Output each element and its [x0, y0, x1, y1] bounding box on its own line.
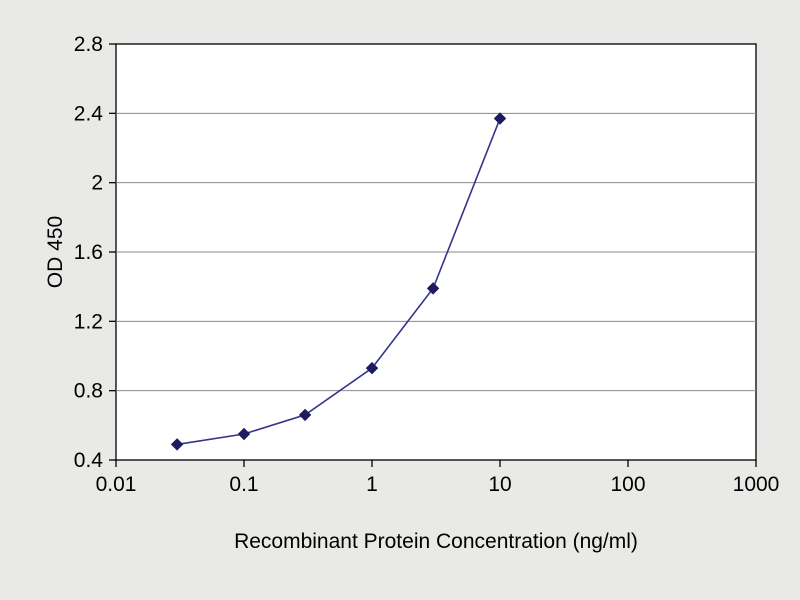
x-tick-label: 1 — [366, 473, 378, 496]
data-point-marker — [426, 282, 440, 295]
series-line — [176, 118, 501, 446]
data-point-marker — [170, 438, 184, 451]
y-tick-label: 1.6 — [74, 241, 103, 264]
x-tick-label: 100 — [610, 473, 645, 496]
x-axis-title: Recombinant Protein Concentration (ng/ml… — [234, 530, 638, 553]
y-axis-title: OD 450 — [44, 216, 67, 288]
data-point-marker — [237, 427, 251, 441]
x-tick-label: 1000 — [733, 473, 780, 496]
data-point-marker — [298, 408, 312, 422]
y-tick-label: 2.4 — [74, 102, 104, 125]
y-tick-label: 0.4 — [74, 449, 104, 472]
y-tick-label: 2.8 — [74, 33, 103, 56]
x-tick-label: 10 — [488, 473, 511, 496]
y-tick-label: 1.2 — [74, 310, 103, 333]
y-tick-label: 2 — [91, 172, 103, 195]
x-tick-label: 0.1 — [229, 473, 258, 496]
data-point-marker — [493, 112, 507, 125]
x-tick-label: 0.01 — [96, 473, 137, 496]
data-point-marker — [365, 361, 379, 375]
y-tick-label: 0.8 — [74, 380, 103, 403]
